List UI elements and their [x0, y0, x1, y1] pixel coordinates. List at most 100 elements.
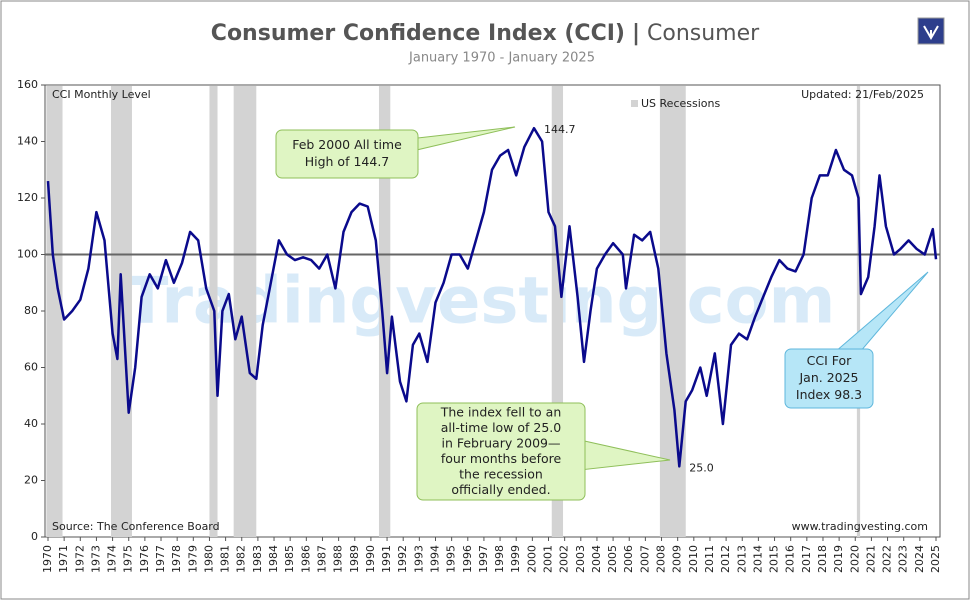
- x-tick-label: 1984: [267, 545, 280, 573]
- x-tick-label: 1985: [283, 545, 296, 573]
- callout-text: The index fell to an: [440, 404, 562, 419]
- legend-label: US Recessions: [641, 97, 720, 110]
- peak-label: 144.7: [544, 123, 576, 136]
- series-label: CCI Monthly Level: [52, 88, 151, 101]
- y-tick-label: 0: [31, 530, 38, 543]
- x-tick-label: 1978: [170, 545, 183, 573]
- x-tick-label: 2015: [768, 545, 781, 573]
- title-category: Consumer: [647, 21, 760, 46]
- cci-line: [46, 126, 938, 468]
- callout-text: in February 2009—: [441, 435, 560, 450]
- x-tick-label: 1977: [154, 545, 167, 573]
- x-tick-label: 2011: [703, 545, 716, 573]
- y-tick-label: 140: [17, 135, 38, 148]
- x-tick-label: 1986: [299, 545, 312, 573]
- x-tick-label: 1974: [106, 545, 119, 573]
- callout-box: [275, 129, 419, 179]
- trough-label: 25.0: [689, 461, 714, 474]
- x-tick-label: 2014: [751, 545, 764, 573]
- x-tick-label: 1980: [202, 545, 215, 573]
- x-tick-label: 2017: [800, 545, 813, 573]
- x-tick-label: 1995: [445, 545, 458, 573]
- callout-text: Feb 2000 All time: [292, 137, 402, 152]
- x-tick-label: 1975: [122, 545, 135, 573]
- recession-band: [233, 86, 257, 537]
- recession-band: [378, 86, 391, 537]
- x-tick-label: 1999: [509, 545, 522, 573]
- x-tick-label: 1988: [332, 545, 345, 573]
- x-tick-label: 1996: [461, 545, 474, 573]
- x-tick-label: 2022: [881, 545, 894, 573]
- x-tick-label: 1982: [235, 545, 248, 573]
- x-tick-label: 1976: [138, 545, 151, 573]
- y-tick-label: 160: [17, 78, 38, 91]
- x-tick-label: 2020: [848, 545, 861, 573]
- x-tick-label: 2018: [816, 545, 829, 573]
- x-tick-label: 1998: [493, 545, 506, 573]
- callout-text: the recession: [459, 466, 543, 481]
- x-tick-label: 2003: [574, 545, 587, 573]
- x-tick-label: 2009: [671, 545, 684, 573]
- subtitle: January 1970 - January 2025: [408, 51, 595, 66]
- recession-band: [551, 86, 564, 537]
- x-tick-label: 2001: [542, 545, 555, 573]
- x-tick-label: 1997: [477, 545, 490, 573]
- callout-text: CCI For: [807, 353, 853, 368]
- x-tick-label: 2006: [622, 545, 635, 573]
- x-tick-label: 2010: [687, 545, 700, 573]
- watermark: Tradingvesting.com: [125, 265, 836, 339]
- chart-title: Consumer Confidence Index (CCI) | Consum…: [211, 21, 760, 46]
- x-tick-label: 2021: [864, 545, 877, 573]
- x-tick-label: 2004: [590, 545, 603, 573]
- source: Source: The Conference Board: [52, 520, 220, 533]
- x-tick-label: 1981: [219, 545, 232, 573]
- callout-box: [784, 348, 874, 409]
- y-tick-label: 80: [24, 304, 38, 317]
- x-tick-label: 2013: [735, 545, 748, 573]
- x-tick-label: 1990: [364, 545, 377, 573]
- x-tick-label: 2002: [558, 545, 571, 573]
- x-tick-label: 1989: [348, 545, 361, 573]
- x-tick-label: 1979: [186, 545, 199, 573]
- callout-box: [416, 402, 586, 501]
- title-separator: |: [632, 21, 640, 46]
- x-tick-label: 2016: [784, 545, 797, 573]
- x-tick-label: 1994: [428, 545, 441, 573]
- x-tick-label: 1993: [412, 545, 425, 573]
- callout-text: High of 144.7: [305, 154, 390, 169]
- title-main: Consumer Confidence Index (CCI): [211, 21, 625, 46]
- x-tick-label: 1987: [315, 545, 328, 573]
- x-tick-label: 2024: [913, 545, 926, 573]
- callout-text: four months before: [441, 451, 562, 466]
- y-tick-label: 40: [24, 417, 38, 430]
- x-tick-label: 1972: [73, 545, 86, 573]
- logo-icon: [923, 25, 939, 40]
- recession-band: [46, 86, 63, 537]
- recession-band: [110, 86, 132, 537]
- callout-text: all-time low of 25.0: [441, 420, 562, 435]
- x-tick-label: 1992: [396, 545, 409, 573]
- x-tick-label: 2025: [929, 545, 942, 573]
- x-tick-label: 2007: [638, 545, 651, 573]
- x-tick-label: 2008: [655, 545, 668, 573]
- x-tick-label: 2000: [525, 545, 538, 573]
- y-tick-label: 60: [24, 361, 38, 374]
- callout-text: officially ended.: [451, 482, 550, 497]
- x-tick-label: 1991: [380, 545, 393, 573]
- x-tick-label: 2019: [832, 545, 845, 573]
- y-tick-label: 120: [17, 191, 38, 204]
- x-tick-label: 2012: [719, 545, 732, 573]
- legend-swatch: [631, 100, 638, 107]
- recession-band: [659, 86, 686, 537]
- callout-text: Jan. 2025: [798, 370, 858, 385]
- y-tick-label: 100: [17, 248, 38, 261]
- x-tick-label: 2005: [606, 545, 619, 573]
- callout-text: Index 98.3: [796, 387, 862, 402]
- x-tick-label: 1973: [89, 545, 102, 573]
- x-tick-label: 1983: [251, 545, 264, 573]
- x-tick-label: 1970: [41, 545, 54, 573]
- website: www.tradingvesting.com: [792, 520, 928, 533]
- x-tick-label: 2023: [897, 545, 910, 573]
- x-tick-label: 1971: [57, 545, 70, 573]
